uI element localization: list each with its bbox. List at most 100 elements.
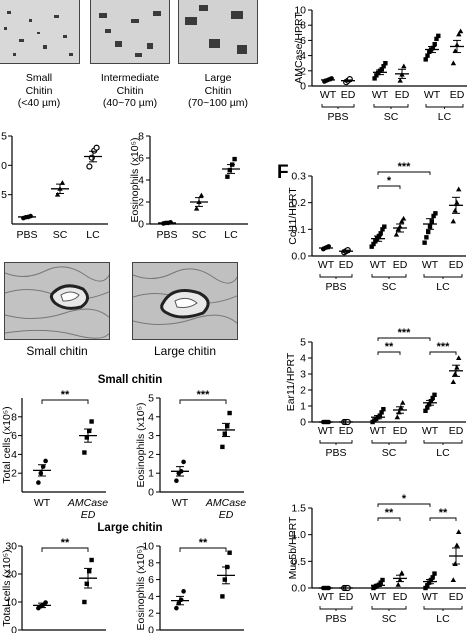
group-bracket [373, 104, 409, 108]
data-point [43, 600, 48, 605]
y-tick-label: 4 [300, 353, 306, 365]
significance-label: *** [398, 327, 412, 339]
data-point [383, 61, 388, 66]
group-1 [79, 419, 97, 455]
group-5 [450, 28, 464, 66]
data-point [225, 424, 230, 429]
group-bracket [423, 440, 463, 444]
x-category-label: ED [395, 89, 410, 101]
group-label: SC [382, 281, 397, 293]
y-axis-label: Eosinophils (x10⁵) [135, 546, 147, 631]
data-point [393, 231, 400, 237]
group-2 [372, 61, 388, 81]
label-large-chitin: Large Chitin (70~100 µm) [172, 72, 264, 110]
group-2 [369, 224, 387, 249]
y-tick-label: 0 [300, 417, 306, 429]
y-tick-label: 1.5 [291, 503, 306, 515]
data-point [454, 542, 460, 548]
y-tick-label: 0 [300, 81, 306, 93]
data-point [84, 581, 89, 586]
data-point [198, 192, 205, 198]
data-point [89, 557, 94, 563]
data-point [452, 207, 458, 213]
y-tick-label: 3 [148, 430, 154, 442]
significance-label: * [402, 493, 407, 505]
data-point [227, 410, 232, 416]
group-5 [449, 355, 463, 384]
y-tick-label: 0 [138, 219, 144, 231]
group-1 [339, 247, 353, 256]
y-tick-label: 0.0 [291, 583, 306, 595]
group-4 [422, 211, 438, 245]
y-axis-label: Eosinophils (x10⁵) [129, 138, 141, 223]
histology-large-tissue [133, 263, 237, 339]
data-point [394, 414, 400, 420]
x-category-label: AMCase [67, 497, 108, 509]
group-0 [18, 213, 36, 221]
data-point [424, 235, 429, 240]
x-category-label: ED [393, 425, 408, 437]
data-point [456, 529, 462, 534]
x-category-label: PBS [156, 229, 177, 241]
data-point [86, 163, 93, 170]
data-point [400, 400, 406, 405]
data-point [395, 582, 401, 587]
group-1 [190, 192, 208, 211]
y-tick-label: 4 [300, 50, 306, 62]
y-tick-label: 5 [300, 337, 306, 349]
small-chitin-particles [0, 0, 79, 63]
y-tick-label: 2 [148, 608, 154, 620]
data-point [82, 450, 87, 455]
micrograph-intermediate-chitin [90, 0, 170, 64]
data-point [220, 594, 225, 599]
data-point [222, 431, 227, 436]
panel-letter-f: F [277, 162, 289, 183]
data-point [376, 70, 381, 76]
significance-bracket [429, 351, 457, 355]
group-bracket [423, 606, 463, 610]
x-category-label: ED [449, 259, 464, 271]
group-label: PBS [325, 447, 346, 459]
x-category-label: PBS [16, 229, 37, 241]
data-point [436, 33, 441, 39]
data-point [227, 550, 232, 555]
data-point [426, 402, 432, 407]
data-point [378, 231, 383, 236]
large-chitin-name: Large [204, 72, 232, 84]
small-chitin-name: Small [25, 72, 53, 84]
group-3 [393, 400, 407, 420]
chart-b1: 5 0 5 PBS SC LC [1, 131, 108, 241]
data-point [87, 428, 92, 434]
data-point [450, 577, 456, 582]
data-point [425, 53, 430, 58]
group-label: SC [382, 447, 397, 459]
data-point [430, 575, 435, 580]
group-label: SC [382, 613, 397, 625]
data-point [397, 77, 403, 83]
data-point [371, 241, 376, 247]
y-tick-label: 4 [148, 591, 154, 603]
significance-bracket [41, 399, 89, 404]
significance-label: *** [197, 389, 211, 401]
significance-label: ** [61, 389, 70, 401]
data-point [220, 444, 225, 450]
y-tick-label: 4 [148, 411, 154, 423]
x-category-label: SC [192, 229, 207, 241]
histology-small-chitin [4, 262, 110, 340]
x-category-label: ED [449, 425, 464, 437]
y-tick-label: 0.5 [291, 556, 306, 568]
group-bracket [371, 606, 407, 610]
x-category-label: LC [86, 229, 100, 241]
x-category-label: ED [341, 89, 356, 101]
significance-bracket [377, 171, 431, 175]
y-tick-label: 20 [5, 569, 17, 581]
group-label: PBS [325, 613, 346, 625]
y-tick-label: 6 [138, 153, 144, 165]
group-label: SC [384, 111, 399, 123]
group-0 [33, 458, 51, 485]
